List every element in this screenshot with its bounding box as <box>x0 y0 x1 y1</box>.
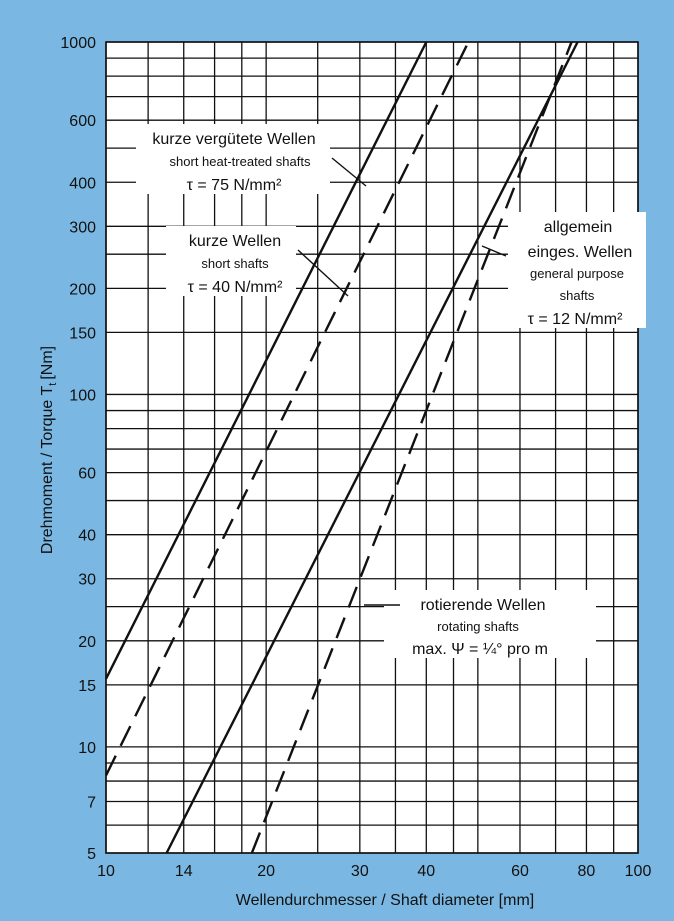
annotation-short-shafts-line1: kurze Wellen <box>189 233 281 250</box>
x-tick-label: 30 <box>351 863 369 880</box>
annotation-rotating-line2: rotating shafts <box>437 619 519 634</box>
y-tick-label: 30 <box>78 572 96 589</box>
x-tick-label: 40 <box>417 863 435 880</box>
annotation-general-purpose-line2: einges. Wellen <box>528 244 633 261</box>
annotation-short-shafts-line2: short shafts <box>201 256 269 271</box>
series-line-3 <box>165 41 579 854</box>
series-lines <box>104 41 579 854</box>
y-tick-label: 20 <box>78 634 96 651</box>
x-axis-label: Wellendurchmesser / Shaft diameter [mm] <box>236 892 534 909</box>
annotation-general-purpose-line4: shafts <box>560 288 595 303</box>
y-tick-label: 10 <box>78 740 96 757</box>
x-tick-label: 10 <box>97 863 115 880</box>
annotation-heat-treated-line3: τ = 75 N/mm² <box>187 177 282 194</box>
x-tick-label: 20 <box>257 863 275 880</box>
y-tick-label: 1000 <box>60 35 96 52</box>
annotation-heat-treated-line2: short heat-treated shafts <box>170 154 311 169</box>
y-tick-label: 100 <box>69 387 96 404</box>
annotation-rotating-line3: max. Ψ = ¼° pro m <box>412 641 548 658</box>
y-tick-label: 15 <box>78 678 96 695</box>
annotation-general-purpose-line1: allgemein <box>544 219 612 236</box>
annotation-heat-treated: kurze vergütete Wellen short heat-treate… <box>136 124 367 194</box>
tick-labels: 10 14 20 30 40 60 80 100 5 7 10 15 20 30 40 60 100 150 200… <box>60 35 651 880</box>
annotation-general-purpose-line3: general purpose <box>530 266 624 281</box>
plot-border <box>105 41 639 854</box>
annotation-short-shafts: kurze Wellen short shafts τ = 40 N/mm² <box>166 226 349 297</box>
annotation-general-purpose-line5: τ = 12 N/mm² <box>528 311 623 328</box>
annotation-rotating-line1: rotierende Wellen <box>420 597 545 614</box>
x-tick-label: 60 <box>511 863 529 880</box>
y-tick-label: 300 <box>69 219 96 236</box>
y-tick-label: 5 <box>87 846 96 863</box>
series-line-4 <box>250 41 573 854</box>
y-tick-label: 60 <box>78 466 96 483</box>
y-tick-label: 7 <box>87 794 96 811</box>
annotation-general-purpose: allgemein einges. Wellen general purpose… <box>481 212 646 328</box>
series-line-1 <box>104 41 428 680</box>
y-tick-label: 150 <box>69 325 96 342</box>
annotation-short-shafts-line3: τ = 40 N/mm² <box>188 279 283 296</box>
y-axis-label: Drehmoment / Torque Tt[Nm] <box>39 346 59 554</box>
y-tick-label: 40 <box>78 528 96 545</box>
x-tick-label: 100 <box>625 863 652 880</box>
y-tick-label: 200 <box>69 281 96 298</box>
y-tick-label: 600 <box>69 113 96 130</box>
series-line-2 <box>104 41 470 776</box>
annotation-heat-treated-line1: kurze vergütete Wellen <box>152 131 315 148</box>
x-tick-label: 80 <box>578 863 596 880</box>
y-tick-label: 400 <box>69 175 96 192</box>
annotation-rotating: rotierende Wellen rotating shafts max. Ψ… <box>364 590 596 658</box>
x-tick-label: 14 <box>175 863 193 880</box>
